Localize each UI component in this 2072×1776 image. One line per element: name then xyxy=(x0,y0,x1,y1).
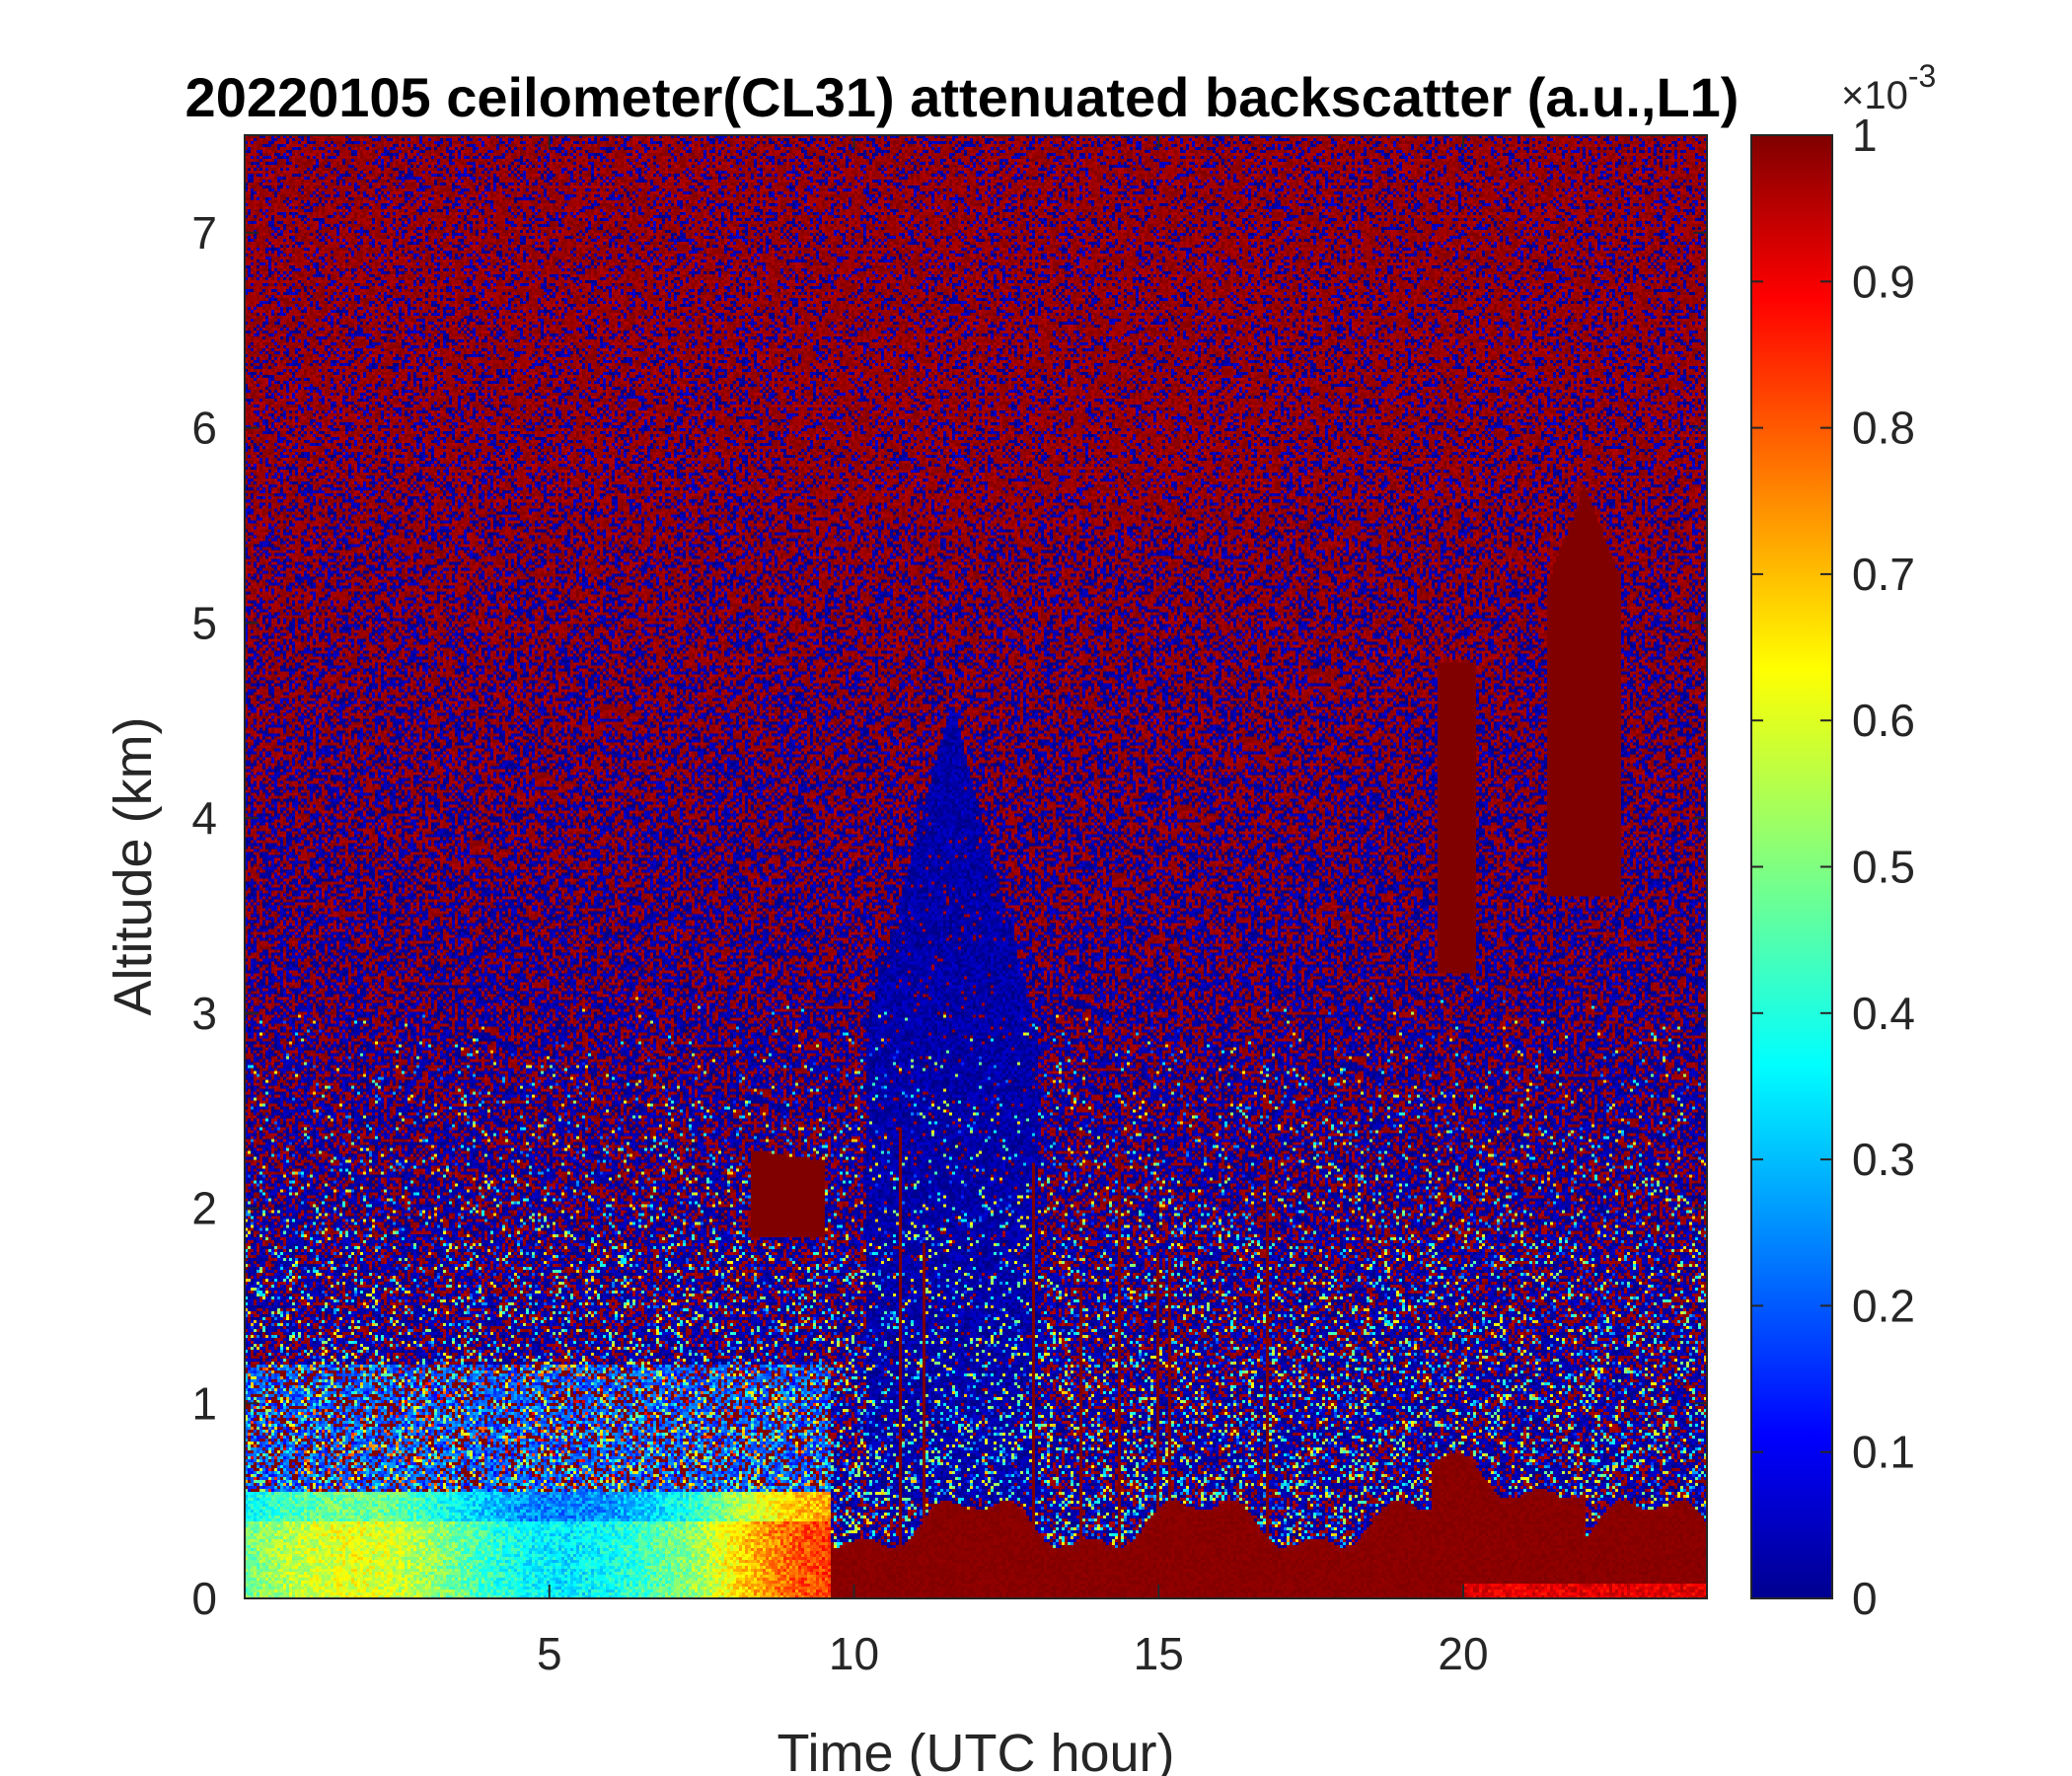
y-tick-label: 4 xyxy=(191,792,217,844)
colorbar-tick-label: 0 xyxy=(1852,1573,1878,1624)
colorbar-tick-label: 0.6 xyxy=(1852,695,1915,746)
y-tick-label: 5 xyxy=(191,597,217,648)
colorbar-multiplier-base: ×10 xyxy=(1841,74,1908,117)
plot-frame xyxy=(244,134,1708,1599)
y-tick-label: 3 xyxy=(191,988,217,1039)
colorbar-tick-label: 0.3 xyxy=(1852,1134,1915,1185)
x-axis: 5 10 15 20 xyxy=(537,135,1489,1679)
colorbar-tick-label: 1 xyxy=(1852,110,1878,161)
colorbar-multiplier: ×10-3 xyxy=(1841,58,1936,117)
y-axis-label: Altitude (km) xyxy=(104,716,163,1015)
x-axis-label: Time (UTC hour) xyxy=(777,1724,1174,1776)
y-axis: 0 1 2 3 4 5 6 7 xyxy=(191,207,1707,1624)
y-tick-label: 6 xyxy=(191,403,217,454)
heatmap-image xyxy=(245,135,1707,1598)
y-tick-label: 1 xyxy=(191,1377,217,1429)
colorbar-tick-label: 0.4 xyxy=(1852,988,1915,1039)
x-tick-label: 5 xyxy=(537,1628,562,1679)
colorbar-tick-label: 0.8 xyxy=(1852,403,1915,454)
y-tick-label: 7 xyxy=(191,207,217,259)
x-tick-label: 20 xyxy=(1438,1628,1488,1679)
y-tick-label: 0 xyxy=(191,1573,217,1624)
colorbar-tick-label: 0.7 xyxy=(1852,549,1915,600)
colorbar-ticks: 0 0.1 0.2 0.3 0.4 0.5 0.6 0.7 0.8 0.9 1 xyxy=(1751,110,1915,1624)
x-tick-label: 15 xyxy=(1134,1628,1184,1679)
colorbar-tick-label: 0.1 xyxy=(1852,1427,1915,1478)
x-tick-label: 10 xyxy=(829,1628,879,1679)
colorbar-tick-label: 0.9 xyxy=(1852,256,1915,307)
y-tick-label: 2 xyxy=(191,1183,217,1234)
colorbar-tick-label: 0.2 xyxy=(1852,1280,1915,1331)
plot-area xyxy=(244,134,1708,1599)
chart-title: 20220105 ceilometer(CL31) attenuated bac… xyxy=(185,66,1739,128)
colorbar-multiplier-exponent: -3 xyxy=(1908,58,1936,94)
colorbar: 0 0.1 0.2 0.3 0.4 0.5 0.6 0.7 0.8 0.9 1 ×10-3 xyxy=(1750,58,1936,1624)
colorbar-tick-label: 0.5 xyxy=(1852,842,1915,893)
colorbar-gradient xyxy=(1751,135,1832,1598)
